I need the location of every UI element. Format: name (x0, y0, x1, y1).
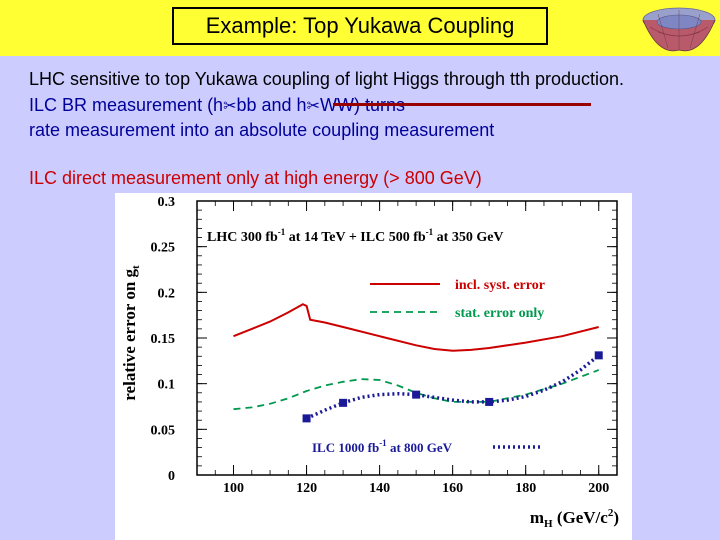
y-tick-label: 0.1 (158, 378, 176, 393)
y-axis-label-subscript: t (130, 265, 142, 269)
y-tick-label: 0.05 (151, 423, 176, 438)
ilc-data-point (485, 397, 494, 406)
slide-title: Example: Top Yukawa Coupling (172, 7, 548, 45)
ilc-data-point (594, 351, 603, 360)
legend-ilc-800-label: ILC 1000 fb-1 at 800 GeV (312, 438, 453, 455)
coupling-line: rate measurement into an absolute coupli… (29, 120, 495, 140)
x-tick-label: 200 (588, 481, 609, 496)
higgs-potential-icon (638, 0, 720, 56)
chart-background (115, 193, 632, 540)
strike-line (333, 103, 591, 106)
y-tick-label: 0 (168, 469, 175, 484)
legend-incl-syst-label: incl. syst. error (455, 278, 545, 293)
ilc-data-point (302, 414, 311, 423)
chart-annotation: LHC 300 fb-1 at 14 TeV + ILC 500 fb-1 at… (207, 227, 504, 245)
x-tick-label: 160 (442, 481, 463, 496)
yukawa-error-chart: 0 0.05 0.1 0.15 0.2 0.25 0.3 100 120 140 160 180 200… (115, 193, 632, 540)
x-tick-label: 180 (515, 481, 536, 496)
series-ilc-800-line (305, 354, 600, 420)
series-stat-only-line (233, 369, 600, 411)
y-tick-label: 0.3 (158, 195, 176, 210)
scissors-icon: ✂ (306, 98, 320, 115)
br-measurement-line: ILC BR measurement (h✂bb and h✂WW) turns (29, 94, 405, 118)
x-tick-label: 100 (223, 481, 244, 496)
x-axis-label: mH (GeV/c2) (530, 507, 619, 530)
y-tick-label: 0.2 (158, 286, 176, 301)
x-tick-label: 140 (369, 481, 390, 496)
scissors-icon: ✂ (223, 98, 237, 115)
ilc-data-point (339, 398, 348, 407)
y-axis-label: relative error on gt (120, 265, 142, 401)
title-bar: Example: Top Yukawa Coupling (0, 0, 720, 56)
intro-line: LHC sensitive to top Yukawa coupling of … (29, 69, 625, 89)
y-tick-label: 0.15 (151, 332, 176, 347)
line2-part-b: bb and h (236, 95, 307, 115)
series-incl-syst-line (233, 303, 599, 352)
ilc-data-point (412, 390, 421, 399)
ilc-direct-line: ILC direct measurement only at high ener… (29, 168, 482, 188)
legend-stat-only-label: stat. error only (455, 306, 544, 321)
x-tick-label: 120 (296, 481, 317, 496)
line2-part-a: ILC BR measurement (h (29, 95, 224, 115)
y-tick-label: 0.25 (151, 241, 176, 256)
